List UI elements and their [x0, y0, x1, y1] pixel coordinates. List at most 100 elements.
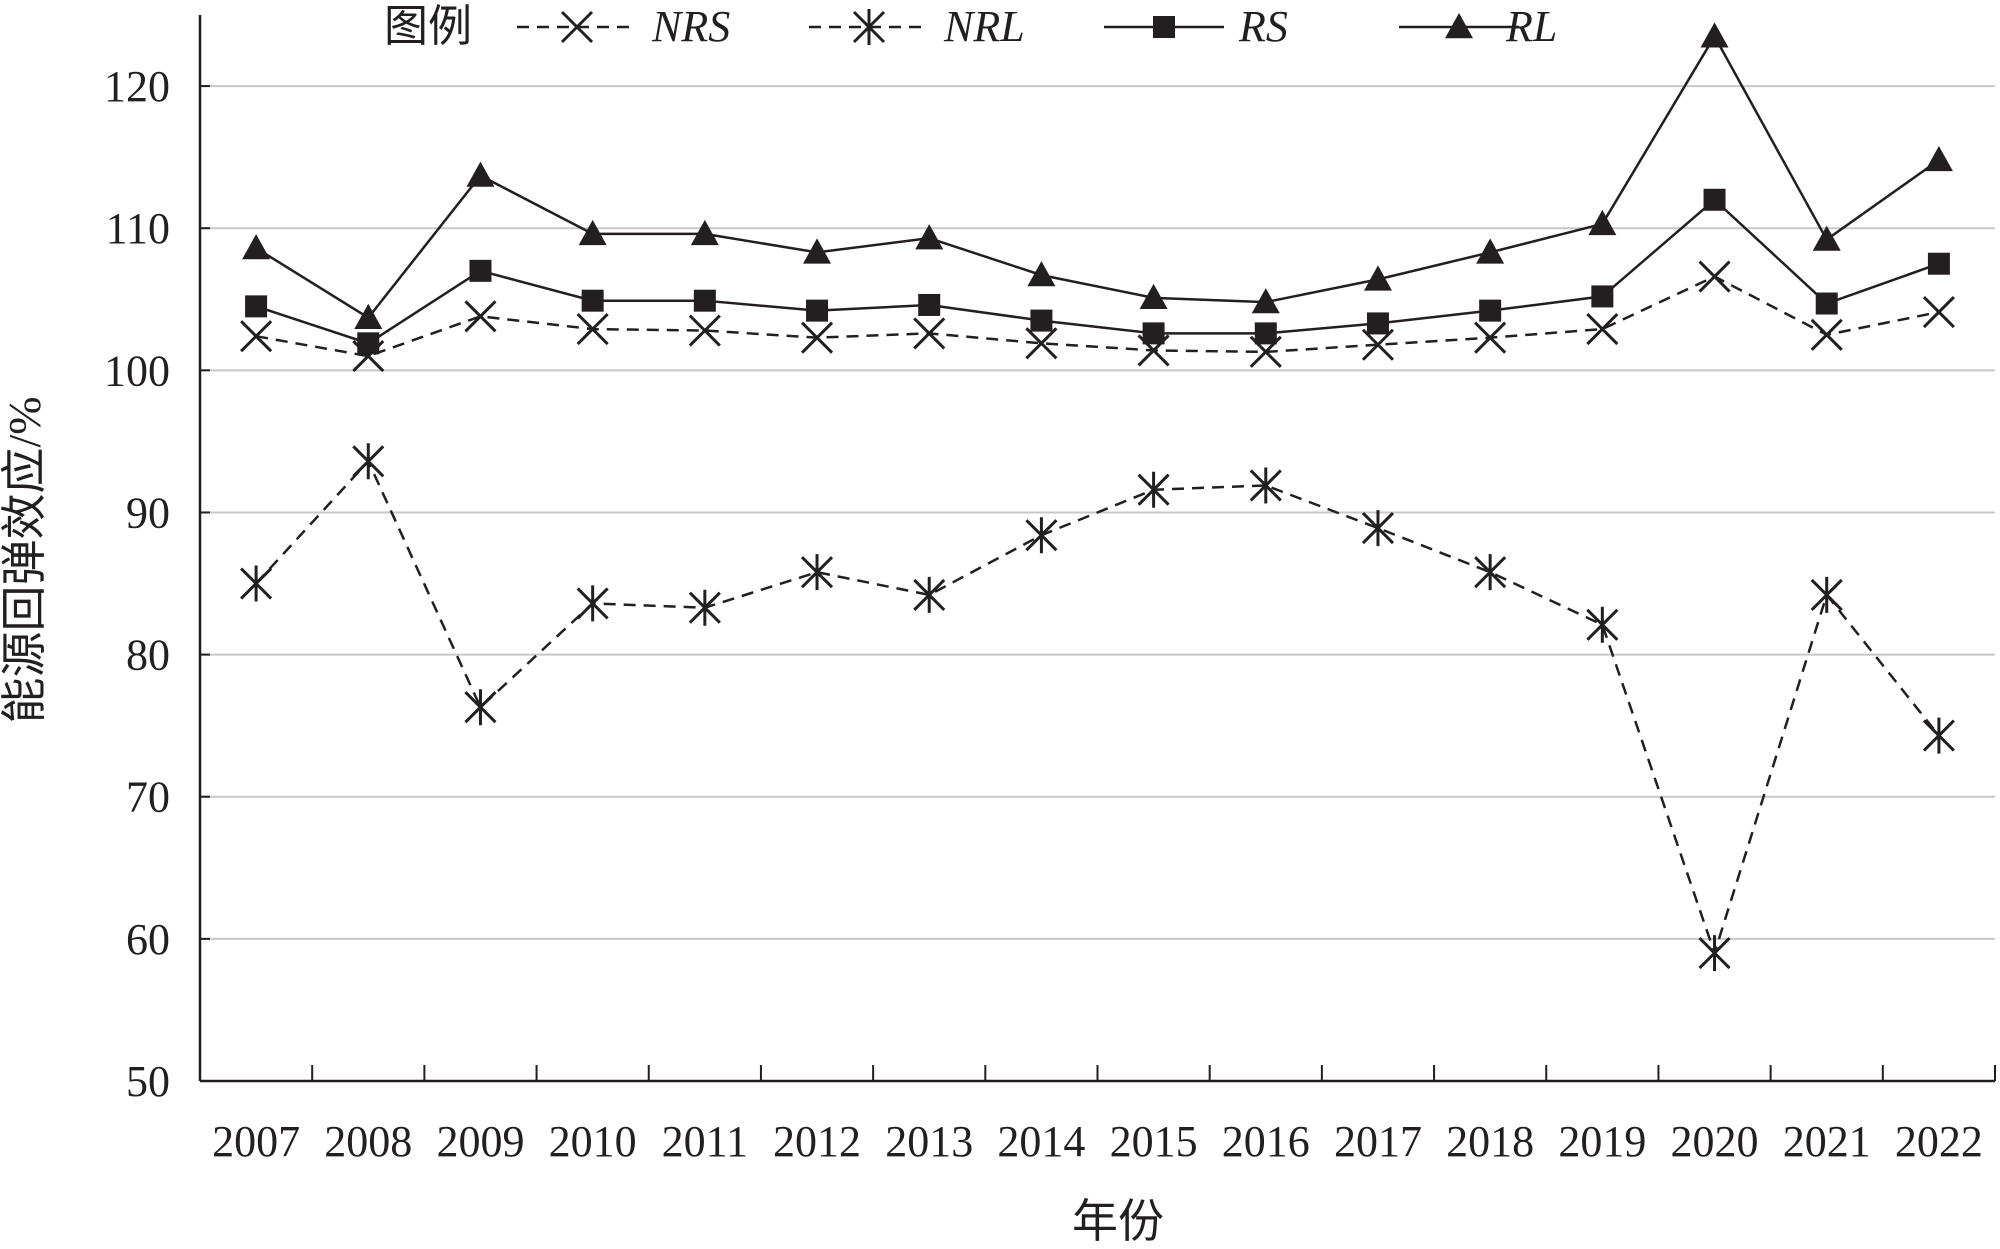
y-tick-label-70: 70 — [126, 773, 170, 822]
point-nrs-2021 — [1810, 318, 1843, 351]
point-rl-2008-shape — [354, 303, 383, 329]
point-nrs-2013 — [913, 317, 946, 350]
point-nrs-2009-shape — [464, 300, 497, 333]
point-rs-2016 — [1254, 322, 1277, 345]
point-nrs-2020-shape — [1698, 260, 1731, 293]
point-rs-2010-shape — [581, 289, 604, 312]
point-rs-2010 — [581, 289, 604, 312]
point-nrl-2013 — [913, 576, 946, 613]
point-nrs-2022 — [1922, 295, 1955, 329]
point-nrl-2011 — [688, 589, 721, 626]
x-tick-label-2012: 2012 — [773, 1117, 861, 1166]
point-rl-2018-shape — [1476, 238, 1505, 264]
point-nrs-2007-shape — [240, 320, 273, 353]
point-rs-2009-shape — [469, 259, 492, 282]
point-rl-2011 — [690, 219, 719, 246]
point-nrl-2020 — [1698, 935, 1731, 972]
series-line-nrl — [255, 459, 1940, 958]
legend-label-rs: RS — [1238, 2, 1288, 51]
point-nrs-2011 — [688, 314, 721, 347]
point-rs-2009 — [469, 259, 492, 282]
point-nrl-2015 — [1137, 471, 1170, 508]
point-nrl-2010-shape — [576, 585, 609, 622]
point-rs-2019-shape — [1591, 285, 1614, 308]
legend-item-rl: RL — [1399, 2, 1557, 51]
legend-marker-nrl — [852, 9, 886, 45]
point-rs-2019 — [1591, 285, 1614, 308]
y-tick-label-50: 50 — [126, 1057, 170, 1106]
point-rs-2017 — [1366, 312, 1389, 335]
point-nrs-2014 — [1025, 327, 1058, 360]
point-nrl-2018-shape — [1474, 554, 1507, 591]
legend-item-nrs: NRS — [517, 2, 730, 51]
point-nrl-2008 — [352, 443, 385, 480]
series-line-rs — [255, 198, 1940, 345]
legend-title: 图例 — [384, 2, 472, 51]
point-rs-2011 — [693, 289, 716, 312]
point-nrl-2022 — [1922, 717, 1955, 754]
x-tick-label-2011: 2011 — [662, 1117, 748, 1166]
point-nrl-2017-shape — [1361, 510, 1395, 547]
x-tick-label-2022: 2022 — [1895, 1117, 1983, 1166]
point-nrs-2012-shape — [800, 321, 834, 354]
point-rs-2020 — [1703, 188, 1726, 211]
point-nrl-2013-shape — [913, 576, 946, 613]
legend-label-nrs: NRS — [651, 2, 730, 51]
x-tick-label-2007: 2007 — [212, 1117, 300, 1166]
point-rl-2020-shape — [1700, 22, 1729, 48]
point-nrl-2009 — [464, 689, 497, 726]
point-rl-2011-shape — [690, 219, 719, 246]
point-nrs-2012 — [800, 321, 834, 354]
point-rl-2016 — [1251, 288, 1280, 314]
point-rl-2019-shape — [1588, 209, 1617, 236]
point-nrl-2021 — [1810, 576, 1843, 613]
point-rl-2018 — [1476, 238, 1505, 264]
point-rs-2007-shape — [245, 295, 268, 318]
gridlines — [200, 85, 1995, 940]
point-nrl-2012-shape — [800, 554, 834, 591]
point-rl-2015-shape — [1139, 283, 1168, 310]
point-rs-2012 — [806, 299, 829, 322]
legend-marker-nrs — [560, 10, 594, 44]
legend-marker-rs — [1153, 16, 1175, 38]
point-rl-2015 — [1139, 283, 1168, 310]
point-rl-2017-shape — [1363, 265, 1392, 291]
point-rs-2018 — [1479, 299, 1502, 322]
point-rs-2022-shape — [1927, 252, 1950, 275]
point-rs-2015-shape — [1142, 322, 1165, 345]
point-rl-2022 — [1924, 145, 1953, 172]
point-nrs-2020 — [1698, 260, 1731, 293]
y-tick-label-100: 100 — [104, 346, 170, 395]
point-rs-2012-shape — [806, 299, 829, 322]
legend-label-nrl: NRL — [943, 2, 1025, 51]
point-rs-2021 — [1815, 292, 1838, 315]
x-axis-title: 年份 — [1072, 1196, 1164, 1247]
legend-marker-rl-shape — [1445, 13, 1473, 39]
point-nrl-2019 — [1586, 606, 1619, 643]
x-tick-label-2008: 2008 — [324, 1117, 412, 1166]
point-nrl-2010 — [576, 585, 609, 622]
point-nrl-2014 — [1025, 517, 1058, 554]
point-nrs-2019-shape — [1586, 313, 1619, 346]
y-tick-label-60: 60 — [126, 915, 170, 964]
point-nrl-2011-shape — [688, 589, 721, 626]
point-nrs-2018-shape — [1474, 321, 1507, 354]
point-nrl-2015-shape — [1137, 471, 1170, 508]
y-tick-label-120: 120 — [104, 62, 170, 111]
point-nrs-2017-shape — [1361, 328, 1395, 361]
point-rl-2022-shape — [1924, 145, 1953, 172]
point-nrs-2022-shape — [1922, 295, 1955, 329]
point-nrs-2019 — [1586, 313, 1619, 346]
point-rl-2013-shape — [915, 224, 944, 250]
point-rl-2007 — [242, 234, 271, 260]
point-rl-2021 — [1812, 225, 1841, 251]
point-rs-2022 — [1927, 252, 1950, 275]
point-rs-2021-shape — [1815, 292, 1838, 315]
x-tick-label-2015: 2015 — [1110, 1117, 1198, 1166]
point-nrs-2018 — [1474, 321, 1507, 354]
point-rs-2011-shape — [693, 289, 716, 312]
legend-item-nrl: NRL — [809, 2, 1025, 51]
point-nrs-2010-shape — [576, 313, 609, 346]
point-rl-2007-shape — [242, 234, 271, 260]
point-nrl-2012 — [800, 554, 834, 591]
